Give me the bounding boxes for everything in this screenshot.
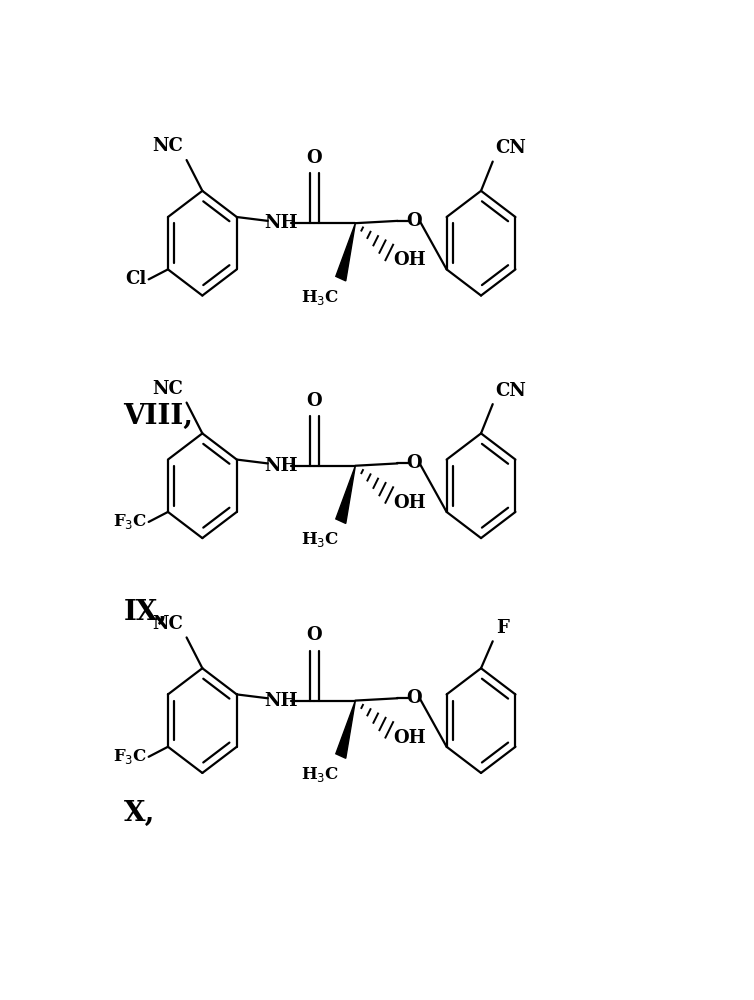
Text: OH: OH: [394, 251, 426, 269]
Polygon shape: [336, 223, 355, 281]
Text: NC: NC: [152, 380, 183, 398]
Text: F: F: [495, 619, 508, 637]
Polygon shape: [336, 701, 355, 758]
Text: F$_3$C: F$_3$C: [112, 747, 147, 766]
Text: X,: X,: [124, 800, 155, 826]
Text: H$_3$C: H$_3$C: [301, 530, 339, 549]
Text: NH: NH: [264, 214, 297, 232]
Text: VIII,: VIII,: [124, 403, 194, 430]
Text: NH: NH: [264, 692, 297, 710]
Text: H$_3$C: H$_3$C: [301, 765, 339, 784]
Polygon shape: [336, 466, 355, 523]
Text: O: O: [406, 212, 421, 230]
Text: O: O: [307, 626, 322, 644]
Text: NC: NC: [152, 615, 183, 633]
Text: O: O: [406, 454, 421, 472]
Text: O: O: [406, 689, 421, 707]
Text: Cl: Cl: [126, 270, 147, 288]
Text: OH: OH: [394, 729, 426, 747]
Text: CN: CN: [495, 139, 526, 157]
Text: NH: NH: [264, 457, 297, 475]
Text: F$_3$C: F$_3$C: [112, 512, 147, 531]
Text: IX,: IX,: [124, 599, 167, 626]
Text: O: O: [307, 149, 322, 167]
Text: O: O: [307, 392, 322, 410]
Text: NC: NC: [152, 137, 183, 155]
Text: H$_3$C: H$_3$C: [301, 288, 339, 307]
Text: OH: OH: [394, 494, 426, 512]
Text: CN: CN: [495, 382, 526, 400]
